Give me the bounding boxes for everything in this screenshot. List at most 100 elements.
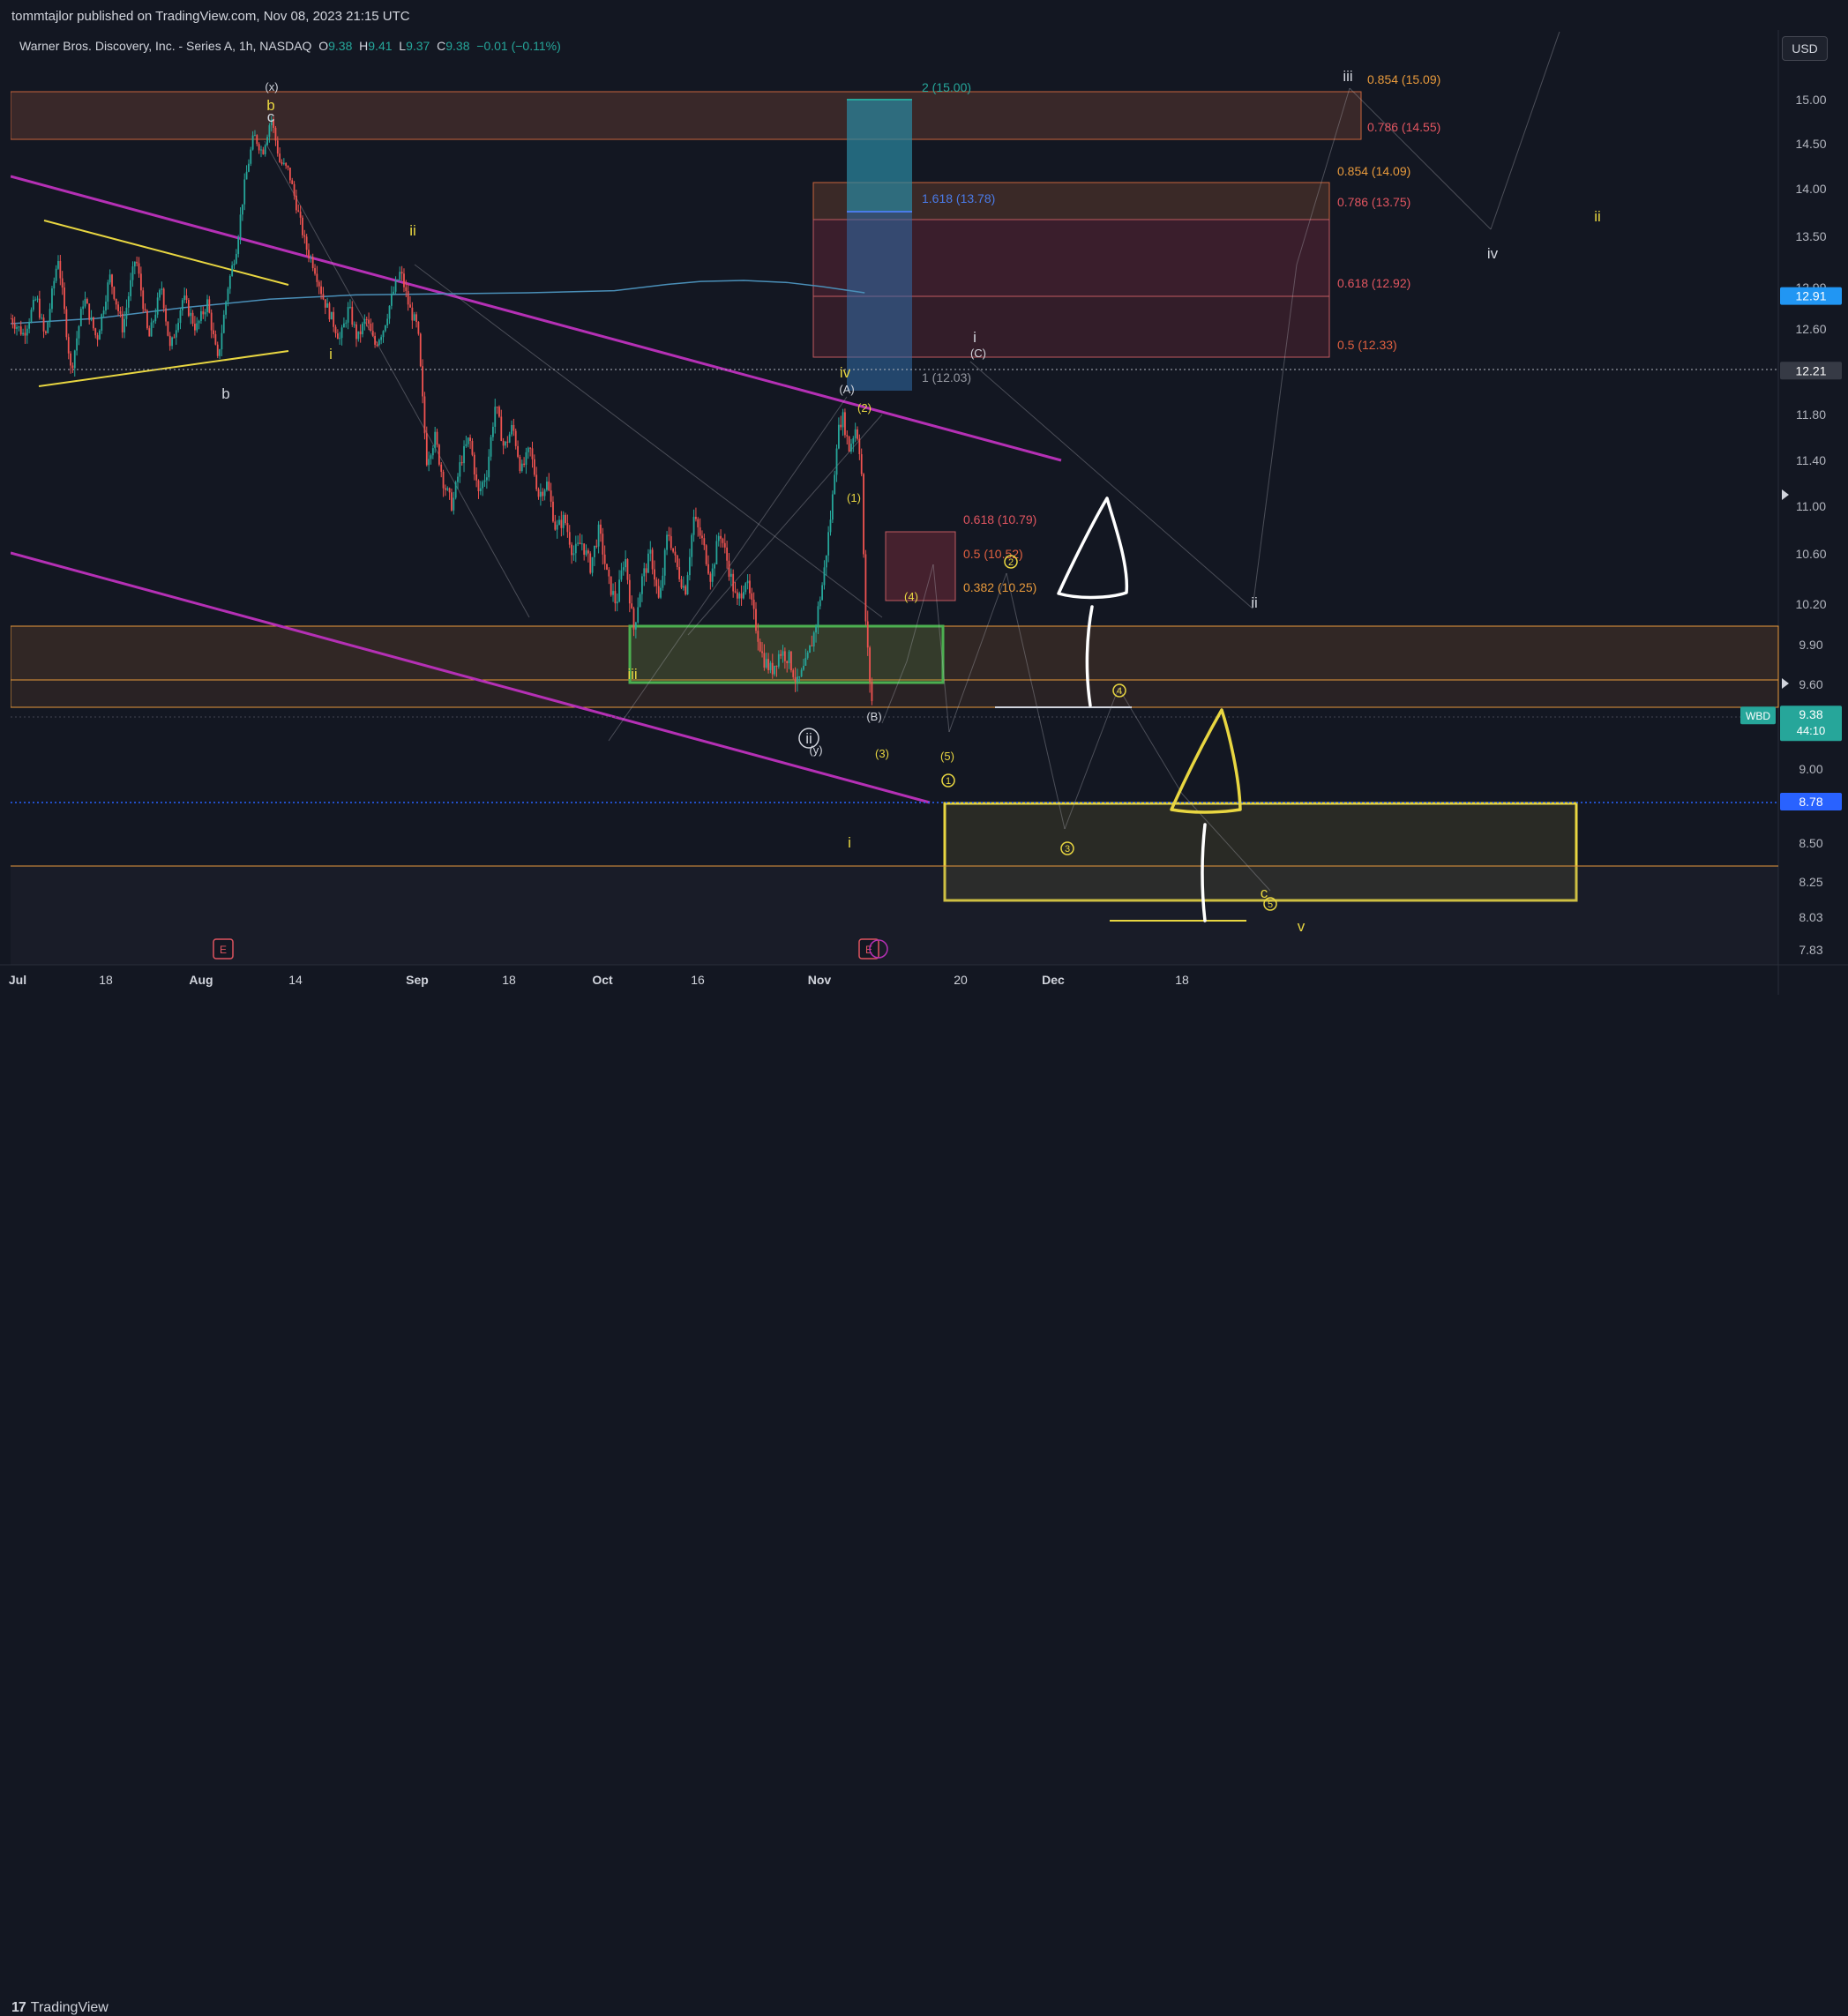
candle-body [840,424,842,428]
candle-body [794,676,797,682]
candle-body [692,517,695,535]
candle-body [678,567,681,579]
currency-button[interactable]: USD [1782,36,1828,61]
candle-body [626,559,629,580]
candle-body [505,441,506,446]
candle-body [22,332,24,335]
y-axis-tick: 10.60 [1795,547,1826,561]
candle-body [568,532,571,545]
candle-body [460,462,463,464]
candle-body [490,437,492,457]
fib-level-label: 2 (15.00) [922,80,971,94]
candle-body [571,544,572,556]
candle-body [258,144,260,151]
candle-body [167,321,169,336]
chart-area[interactable]: 2 (15.00) 0.854 (15.09) 0.786 (14.55) 0.854… [0,0,1848,1034]
candle-body [38,298,41,318]
candle-body [139,273,142,291]
candle-body [388,305,391,319]
candle-body [854,429,857,438]
candle-body [273,119,274,128]
resistance-zone-top [11,91,1362,140]
earnings-marker[interactable] [858,938,879,959]
candle-body [473,454,475,475]
candle-body [34,299,37,301]
candle-body [57,261,59,269]
x-axis-tick: 18 [99,973,113,987]
earnings-marker[interactable] [213,938,234,959]
candle-body [316,273,318,282]
hand-drawn-up-arrow-icon [1057,497,1129,600]
candle-body [213,330,214,335]
wave-label: ii [1251,594,1258,611]
candle-body [302,217,303,235]
candle-body [554,521,557,530]
fib-level-label: 0.618 (10.79) [963,512,1036,526]
fib-level-label: 0.854 (14.09) [1337,164,1410,178]
earnings-marker-label: E [865,944,872,956]
scale-arrow-icon[interactable] [1782,489,1789,500]
candle-body [117,304,119,311]
wave-label-ring [1004,555,1018,569]
candle-body [288,168,291,181]
dividend-marker-icon[interactable] [869,939,888,959]
candle-body [248,163,250,172]
candle-body [457,476,459,482]
candle-body [539,491,542,497]
candle-body [676,555,678,568]
candle-body [469,437,471,441]
candle-body [751,593,753,601]
candle-body [643,568,646,577]
candle-body [322,294,325,300]
wave-label: c [1261,885,1268,901]
candle-body [579,542,581,545]
candle-body [198,320,200,324]
wave-label: ii [1594,208,1601,225]
candle-body [663,549,666,576]
candle-body [815,626,817,633]
candle-body [527,447,529,452]
candle-body [440,464,443,473]
projection-path [932,564,950,733]
fib-level-label: 0.5 (12.33) [1337,338,1397,352]
candle-body [119,310,122,314]
candle-body [668,534,670,537]
last-price-value: 9.38 [1799,707,1822,721]
high-label: H [359,39,369,53]
candle-body [30,310,33,322]
candle-body [111,274,113,287]
x-axis[interactable]: Jul 18 Aug 14 Sep 18 Oct 16 Nov 20 Dec 18 E E [9,938,1189,987]
candle-body [222,314,225,333]
symbol-legend[interactable]: Warner Bros. Discovery, Inc. - Series A,… [19,39,561,53]
candle-body [190,312,192,317]
candle-body [64,287,65,310]
projection-path [906,564,934,662]
candle-body [73,350,76,369]
candle-body [431,448,434,456]
candle-body [565,514,566,524]
candle-body [339,338,341,340]
candle-body [434,431,437,449]
candle-body [196,323,198,331]
tradingview-brand: TradingView [30,2000,108,2015]
candle-body [99,330,101,340]
plot-background [0,30,1848,995]
candle-body [146,310,148,329]
candle-body [777,653,780,667]
wave-label-ring [941,773,955,788]
tradingview-logo[interactable]: 17 TradingView [11,2000,108,2016]
candle-body [266,137,268,146]
candle-body [320,286,322,295]
wave-label: i [848,834,851,851]
candle-body [305,236,308,250]
candle-body [417,322,420,334]
candle-body [771,662,774,675]
candle-body [655,579,658,586]
projection-path [1252,264,1298,609]
y-axis[interactable]: 15.0014.5014.0013.5012.9912.6011.8011.40… [1740,93,1842,957]
scale-arrow-icon[interactable] [1782,678,1789,689]
candle-body [90,317,93,320]
candle-body [782,651,784,656]
candle-body [330,311,333,320]
close-label: C [437,39,446,53]
